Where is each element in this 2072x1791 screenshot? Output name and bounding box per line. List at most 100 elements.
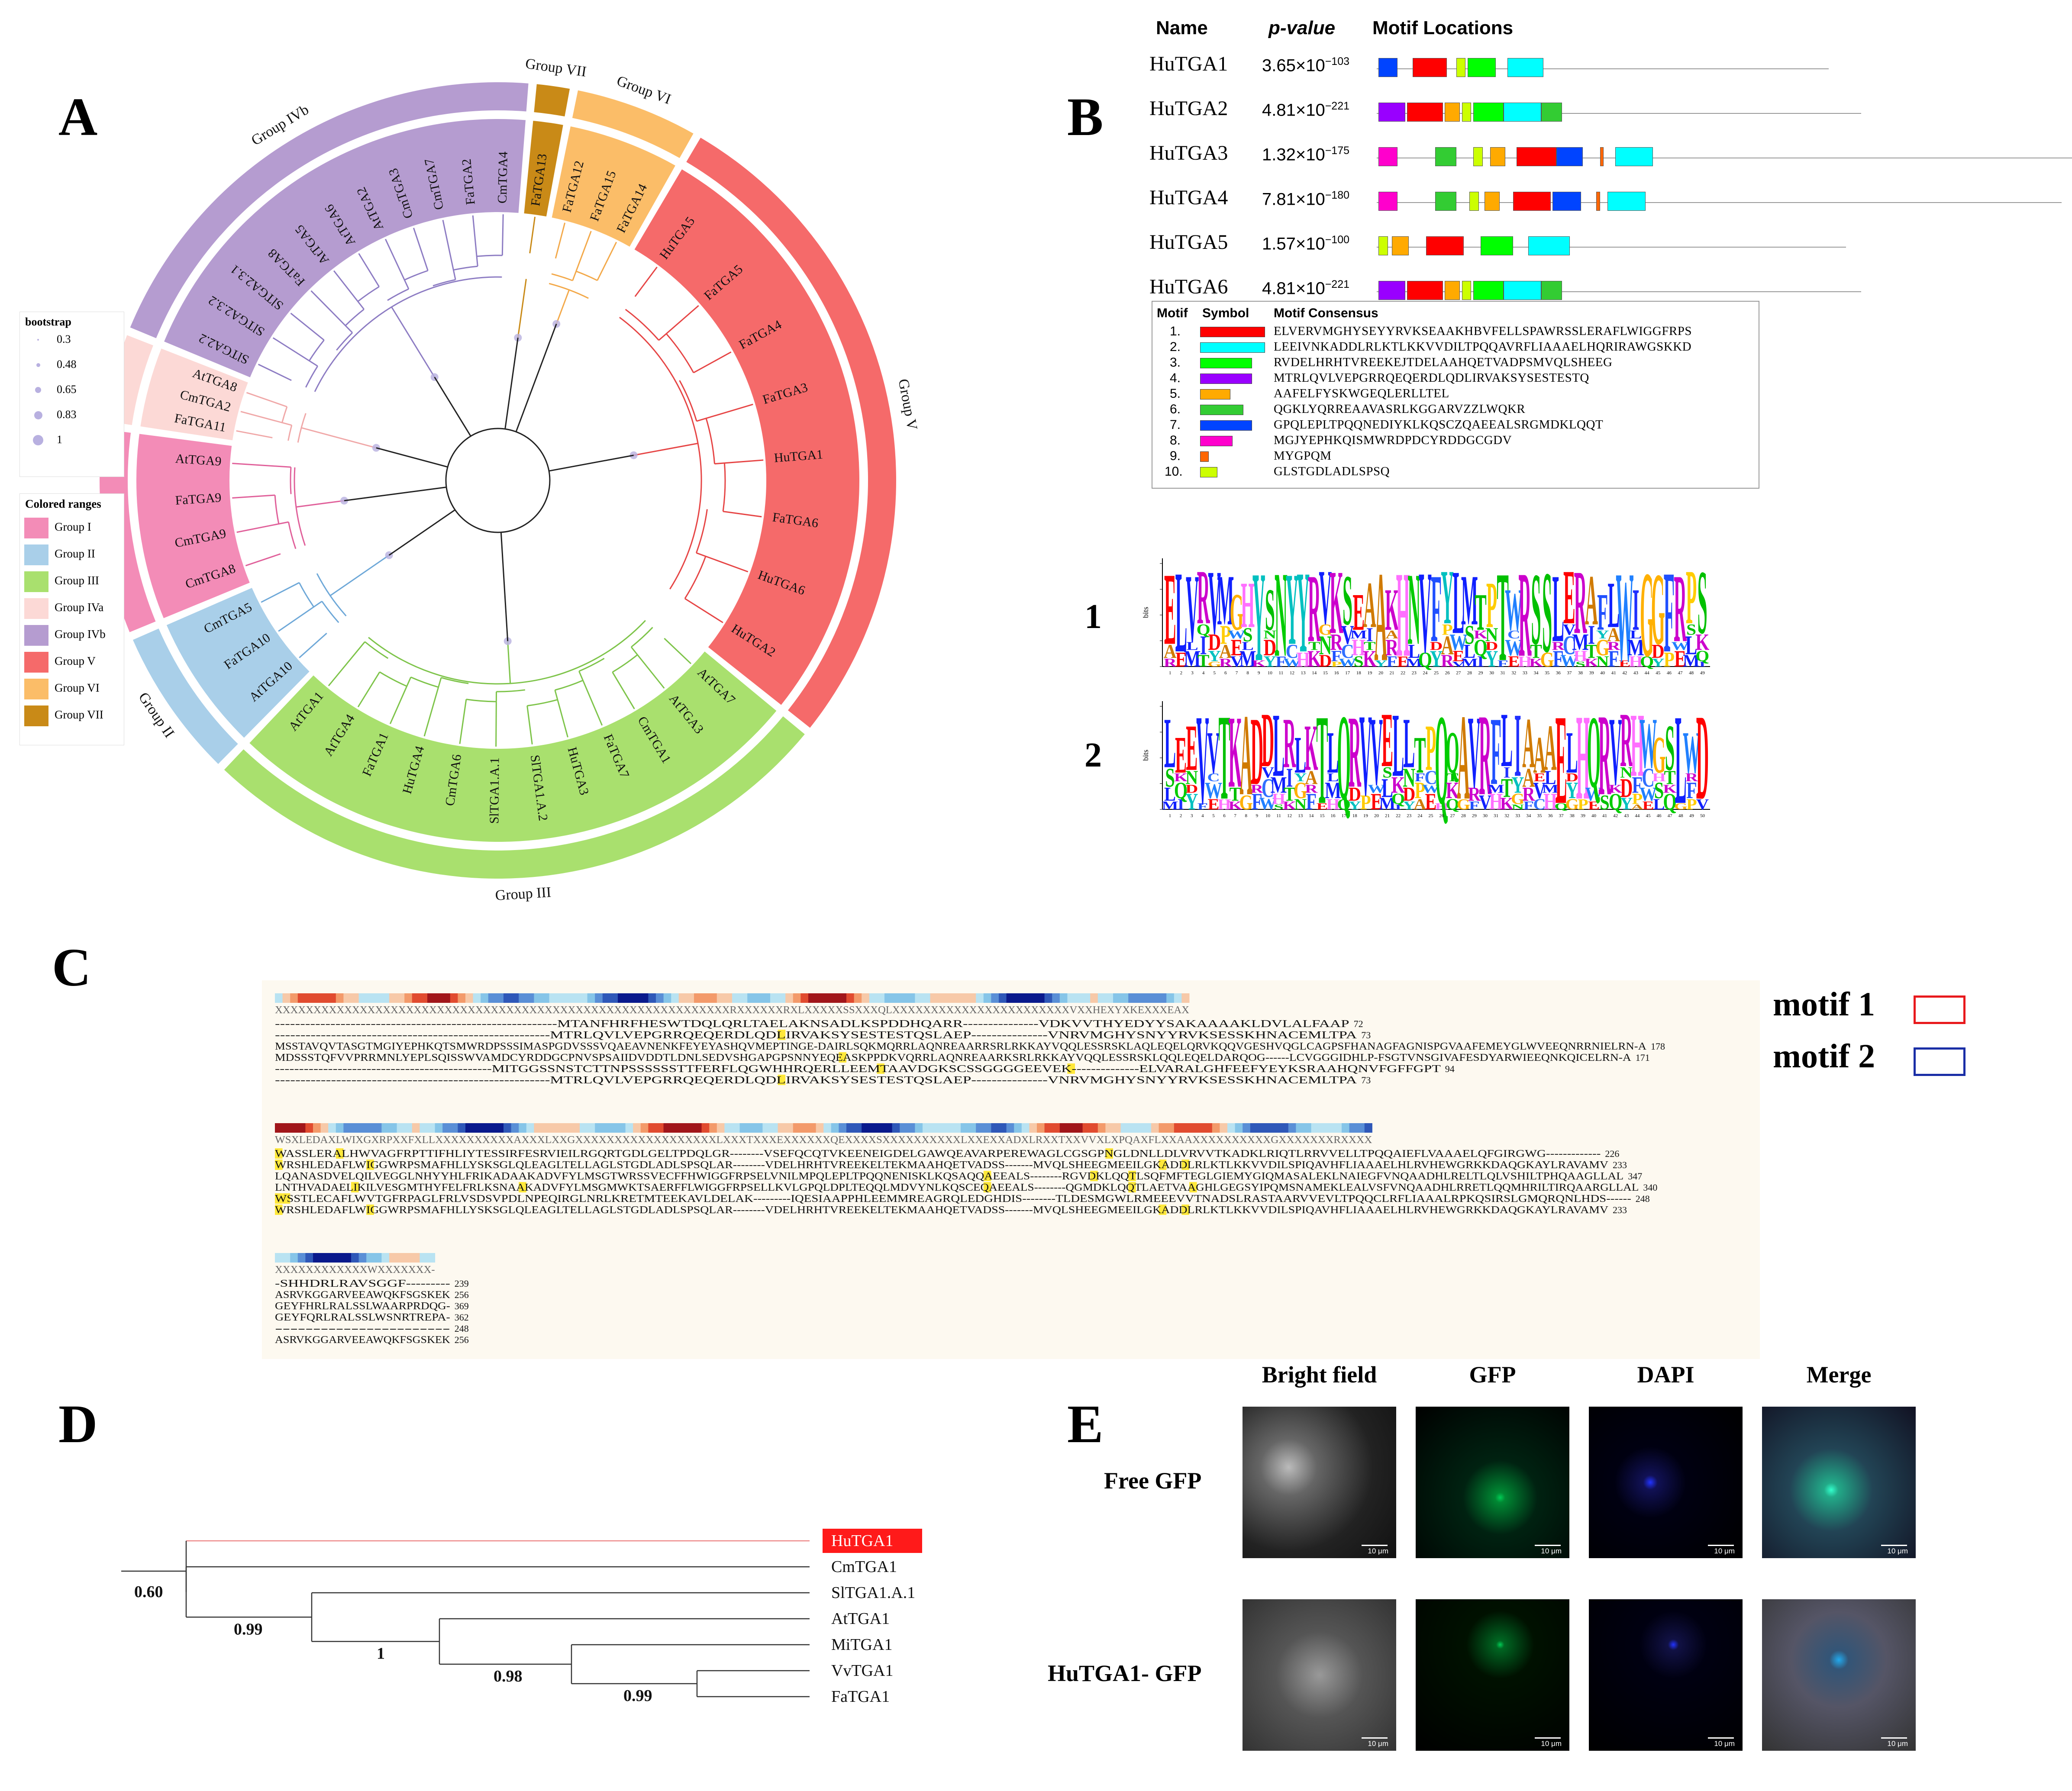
conservation-cell bbox=[595, 1123, 603, 1133]
logo-letter: A bbox=[1631, 802, 1644, 811]
scale-bar-label: 10 μm bbox=[1541, 1739, 1562, 1748]
logo-letter: R bbox=[1349, 695, 1362, 810]
motif-symbol bbox=[1200, 420, 1252, 431]
logo-letter: D bbox=[1208, 629, 1221, 655]
logo-position: 16 bbox=[1334, 670, 1339, 676]
identity-highlight bbox=[366, 1205, 374, 1215]
conservation-cell bbox=[640, 993, 649, 1003]
logo-position: 32 bbox=[1504, 813, 1509, 818]
logo-position: 25 bbox=[1428, 813, 1433, 818]
logo-position: 7 bbox=[1234, 813, 1236, 818]
logo-letter: V bbox=[1609, 698, 1622, 805]
conservation-cell bbox=[686, 993, 694, 1003]
bootstrap-legend-list: 0.3 0.48 0.65 0.83 1 bbox=[20, 329, 124, 454]
range-label: Group III bbox=[55, 574, 99, 587]
group-stem bbox=[296, 500, 345, 508]
branch-arc bbox=[281, 406, 288, 423]
logo-letter: S bbox=[1274, 802, 1284, 811]
motif-row-pvalue: 1.32×10−175 bbox=[1262, 145, 1350, 164]
conservation-cell bbox=[412, 993, 420, 1003]
conservation-cell bbox=[1120, 1123, 1129, 1133]
conservation-cell bbox=[297, 1253, 306, 1263]
motif-2-legend-box bbox=[1914, 1047, 1965, 1076]
scale-bar-label: 10 μm bbox=[1541, 1547, 1562, 1555]
logo-letter: W bbox=[1259, 794, 1276, 813]
tree-leaf-label: SlTGA1.A.1 bbox=[831, 1584, 915, 1602]
logo-letter: A bbox=[1585, 561, 1598, 641]
logo-letter: V bbox=[1419, 552, 1432, 677]
logo-position: 43 bbox=[1633, 670, 1639, 676]
conservation-cell bbox=[1059, 1123, 1068, 1133]
conservation-cell bbox=[442, 993, 451, 1003]
conservation-cell bbox=[709, 993, 717, 1003]
logo-letter: P bbox=[1331, 660, 1342, 668]
logo-letter: A bbox=[1607, 624, 1620, 646]
logo-letter: V bbox=[1319, 554, 1332, 641]
logo-letter: A bbox=[1533, 725, 1546, 784]
group-outer-band-1 bbox=[534, 84, 570, 117]
conservation-cell bbox=[800, 993, 809, 1003]
identity-highlight bbox=[1090, 1171, 1098, 1181]
conservation-cell bbox=[671, 1123, 679, 1133]
logo-letter: L bbox=[1403, 703, 1415, 783]
logo-letter: L bbox=[1327, 770, 1339, 784]
tree-leaf-label: FaTGA1 bbox=[831, 1688, 890, 1706]
logo-letter: R bbox=[1518, 552, 1531, 683]
sequence-position: 362 bbox=[455, 1312, 469, 1323]
motif-block-5 bbox=[1490, 147, 1506, 166]
motif-symbol bbox=[1200, 358, 1252, 368]
conservation-cell bbox=[1265, 1123, 1274, 1133]
conservation-cell bbox=[610, 993, 618, 1003]
motif-consensus: AAFELFYSKWGEQLERLLTEL bbox=[1274, 387, 1449, 400]
logo-position: 43 bbox=[1624, 813, 1629, 818]
logo-letter: G bbox=[1652, 725, 1665, 784]
conservation-cell bbox=[305, 993, 313, 1003]
leaf-branch bbox=[389, 676, 412, 725]
conservation-cell bbox=[397, 1123, 405, 1133]
sequence-position: 73 bbox=[1361, 1030, 1371, 1040]
branch-arc bbox=[551, 273, 573, 281]
group-label: Group VI bbox=[614, 73, 673, 107]
conservation-cell bbox=[320, 1253, 329, 1263]
logo-letter: L bbox=[1545, 767, 1556, 788]
logo-letter: G bbox=[1294, 778, 1307, 803]
group-outer-band-0 bbox=[130, 82, 529, 338]
logo-letter: K bbox=[1307, 646, 1321, 672]
logo-letter: E bbox=[1316, 801, 1328, 811]
logo-letter: E bbox=[1674, 646, 1686, 672]
logo-letter: K bbox=[1609, 782, 1622, 795]
conservation-cell bbox=[1037, 993, 1045, 1003]
motif-block-10 bbox=[1456, 58, 1466, 77]
conservation-cell bbox=[595, 993, 603, 1003]
leaf-branch bbox=[684, 598, 723, 623]
tree-leaf-label: VvTGA1 bbox=[831, 1662, 894, 1680]
bootstrap-dot bbox=[35, 387, 41, 393]
conservation-cell bbox=[945, 1123, 953, 1133]
group-range-1 bbox=[524, 120, 563, 217]
motif-block-7 bbox=[1378, 58, 1398, 77]
logo-letter: H bbox=[1576, 695, 1590, 825]
conservation-cell bbox=[542, 1123, 550, 1133]
conservation-cell bbox=[869, 1123, 877, 1133]
logo-letter: Y bbox=[1349, 799, 1361, 812]
motif-block-10 bbox=[1462, 103, 1472, 122]
branch-arc bbox=[298, 582, 314, 608]
logo-letter: S bbox=[1654, 778, 1664, 803]
conservation-cell bbox=[282, 1123, 290, 1133]
conservation-cell bbox=[366, 1123, 374, 1133]
conservation-cell bbox=[656, 993, 664, 1003]
conservation-cell bbox=[1014, 1123, 1022, 1133]
conservation-cell bbox=[297, 1123, 306, 1133]
logo-letter: Q bbox=[1609, 789, 1622, 815]
logo-letter: L bbox=[1273, 695, 1285, 796]
logo-letter: I bbox=[1632, 577, 1639, 643]
logo-letter: Q bbox=[1554, 801, 1568, 811]
leaf-branch bbox=[714, 459, 764, 465]
conservation-cell bbox=[716, 1123, 725, 1133]
logo-letter: L bbox=[1381, 773, 1393, 803]
logo-letter: D bbox=[1262, 697, 1274, 783]
conservation-cell bbox=[1097, 1123, 1106, 1133]
conservation-cell bbox=[618, 1123, 626, 1133]
identity-highlight bbox=[1128, 1182, 1136, 1192]
conservation-cell bbox=[923, 1123, 931, 1133]
